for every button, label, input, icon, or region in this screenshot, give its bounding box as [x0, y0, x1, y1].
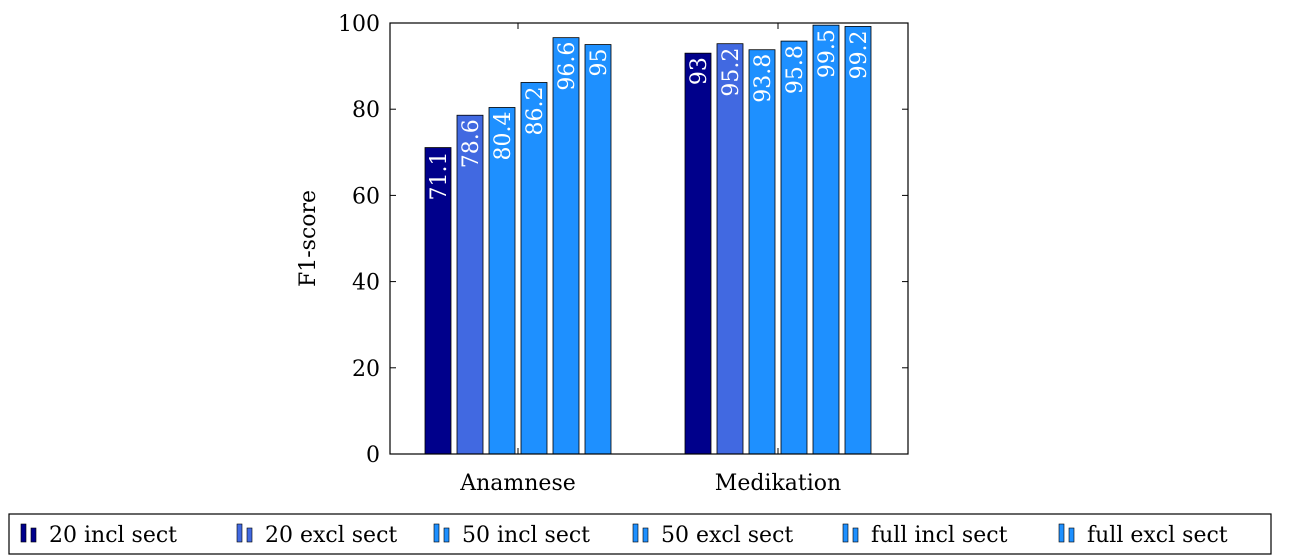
legend-swatch	[842, 523, 849, 543]
bar-value-label: 95.2	[719, 48, 744, 97]
legend-frame	[8, 513, 1272, 555]
legend-swatch	[246, 527, 253, 543]
plot-frame	[389, 22, 909, 455]
legend-swatch	[433, 523, 440, 543]
y-tick-label: 60	[352, 184, 380, 209]
bar	[684, 52, 712, 455]
bar-value-label: 96.6	[555, 42, 580, 91]
bar	[812, 24, 840, 455]
bar	[520, 82, 548, 455]
bar	[584, 44, 612, 455]
bar-value-label: 86.2	[523, 86, 548, 135]
legend-swatch	[1058, 523, 1065, 543]
bars-layer	[424, 24, 872, 455]
bar-value-label: 95.8	[783, 45, 808, 94]
y-tick-label: 40	[352, 271, 380, 296]
legend-entry-label: 20 incl sect	[49, 523, 177, 548]
y-tick-label: 0	[366, 443, 380, 468]
axis-ticks: 0 20 40 60 80 100 Anamnese Medikation	[338, 12, 908, 496]
bar	[748, 49, 776, 455]
bar-value-label: 93.8	[751, 54, 776, 103]
x-category-label: Medikation	[715, 471, 841, 496]
legend: 20 incl sect 20 excl sect 50 incl sect 50 e…	[8, 513, 1272, 555]
y-tick-label: 100	[338, 12, 380, 37]
bar-value-label: 80.4	[491, 111, 516, 160]
bar-value-label: 95	[587, 49, 612, 77]
bar	[716, 43, 744, 455]
y-tick-label: 80	[352, 98, 380, 123]
legend-swatch	[443, 527, 450, 543]
legend-swatch	[236, 523, 243, 543]
bar	[424, 147, 452, 455]
bar-value-label: 93	[687, 57, 712, 85]
y-axis-title: F1-score	[296, 190, 321, 287]
bar-value-label: 99.5	[815, 29, 840, 78]
legend-swatch	[642, 527, 649, 543]
y-tick-label: 20	[352, 357, 380, 382]
legend-swatch	[632, 523, 639, 543]
bar	[488, 107, 516, 455]
legend-entry-label: 50 incl sect	[462, 523, 590, 548]
legend-entry-label: full incl sect	[871, 523, 1008, 548]
legend-entry-label: 20 excl sect	[265, 523, 397, 548]
legend-swatch	[1068, 527, 1075, 543]
legend-entry-label: 50 excl sect	[661, 523, 793, 548]
legend-entry-label: full excl sect	[1087, 523, 1228, 548]
bar-value-label: 99.2	[847, 30, 872, 79]
legend-swatch	[30, 527, 37, 543]
bar-value-label: 78.6	[459, 119, 484, 168]
x-category-label: Anamnese	[459, 471, 576, 496]
bar	[844, 26, 872, 455]
legend-swatch	[20, 523, 27, 543]
bar-labels-layer: 71.1 78.6 80.4 86.2 96.6 95 93 95.2 93.8 95.8 99.5…	[427, 29, 872, 200]
bar	[552, 37, 580, 455]
bar	[780, 40, 808, 455]
bar-value-label: 71.1	[427, 152, 452, 201]
bar	[456, 114, 484, 455]
legend-swatch	[852, 527, 859, 543]
